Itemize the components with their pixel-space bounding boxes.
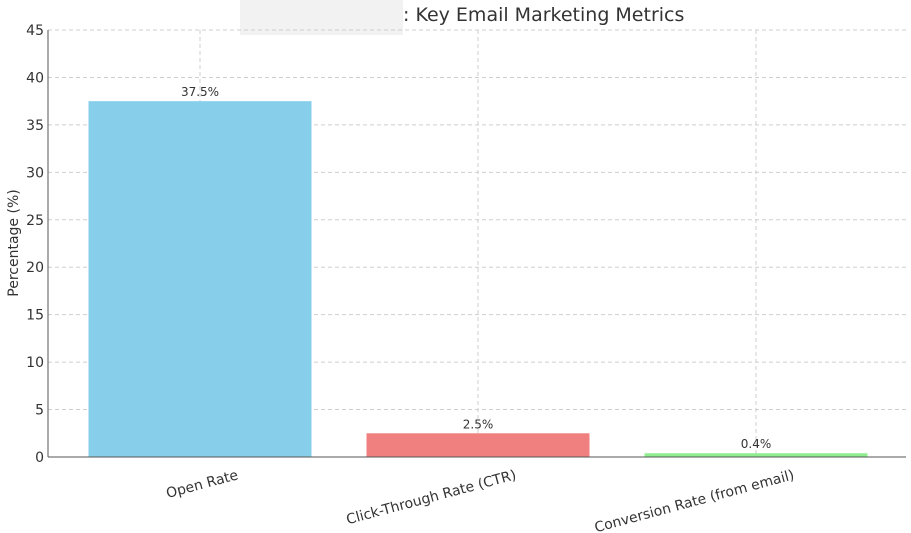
y-tick-label: 0 — [35, 450, 44, 466]
bar-value-label: 0.4% — [741, 437, 772, 451]
y-tick-label: 25 — [26, 213, 44, 229]
axes — [47, 30, 906, 458]
y-tick-label: 15 — [26, 308, 44, 324]
bar-open-rate — [88, 101, 312, 458]
x-tick-label: Open Rate — [164, 467, 240, 502]
chart-title: : Key Email Marketing Metrics — [403, 4, 684, 26]
y-axis-label: Percentage (%) — [6, 189, 22, 296]
y-tick-label: 45 — [26, 23, 44, 39]
y-tick-label: 5 — [35, 403, 44, 419]
bar-click-through-rate-ctr — [366, 433, 590, 457]
bar-value-label: 2.5% — [463, 417, 494, 431]
y-tick-label: 20 — [26, 260, 44, 276]
x-tick-label: Click-Through Rate (CTR) — [345, 467, 518, 528]
y-tick-label: 35 — [26, 118, 44, 134]
bar-conversion-rate-from-email — [644, 453, 868, 457]
y-tick-label: 30 — [26, 165, 44, 181]
bars — [88, 101, 868, 458]
bar-value-labels: 37.5% 2.5% 0.4% — [181, 85, 771, 451]
y-tick-label: 40 — [26, 70, 44, 86]
bar-value-label: 37.5% — [181, 85, 219, 99]
title-redaction-block — [240, 0, 403, 35]
y-tick-labels: 0 5 10 15 20 25 30 35 40 45 — [26, 23, 44, 466]
x-tick-labels: Open Rate Click-Through Rate (CTR) Convers… — [164, 467, 796, 533]
y-tick-label: 10 — [26, 355, 44, 371]
x-tick-label: Conversion Rate (from email) — [593, 467, 796, 533]
